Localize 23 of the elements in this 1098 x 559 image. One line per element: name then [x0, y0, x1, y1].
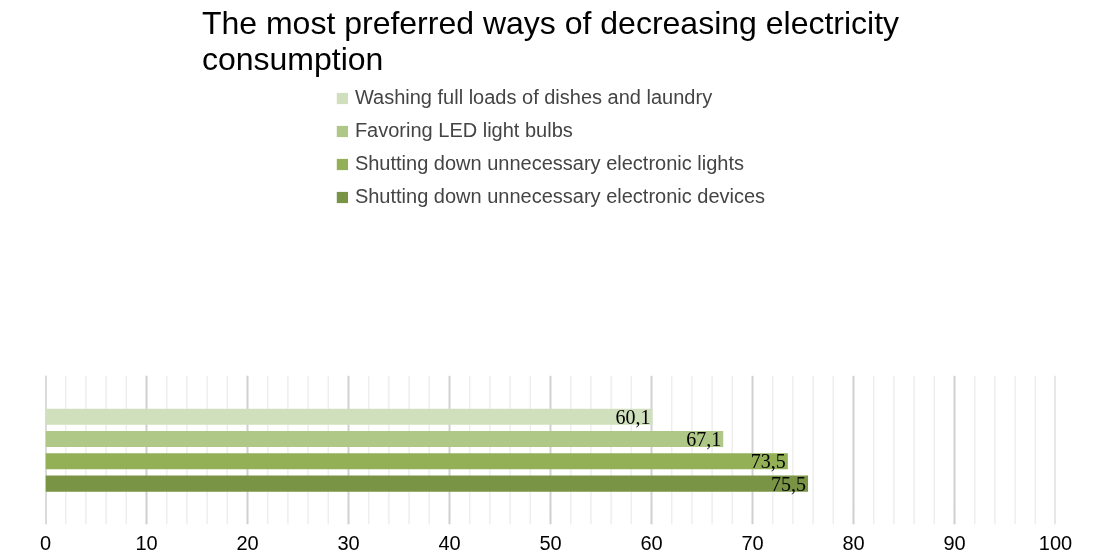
x-tick-label: 80 [842, 531, 865, 554]
bar [45, 475, 809, 492]
chart-title: The most preferred ways of decreasing electricity consumption [201, 4, 900, 77]
x-tick-label: 50 [539, 531, 562, 554]
data-label: 73,5 [750, 450, 786, 473]
x-tick-label: 70 [741, 531, 764, 554]
x-tick-label: 0 [39, 531, 52, 554]
legend-label: Shutting down unnecessary electronic devices [354, 185, 766, 208]
bar [45, 430, 724, 448]
legend-label: Favoring LED light bulbs [354, 119, 573, 142]
data-label: 75,5 [771, 472, 807, 495]
data-label: 60,1 [615, 405, 651, 428]
x-tick-label: 10 [135, 531, 158, 554]
legend-label: Washing full loads of dishes and laundry [354, 86, 713, 109]
x-tick-label: 60 [640, 531, 663, 554]
data-label: 67,1 [686, 428, 722, 451]
legend-label: Shutting down unnecessary electronic lights [354, 152, 745, 175]
x-tick-label: 90 [943, 531, 966, 554]
x-tick-label: 20 [236, 531, 259, 554]
x-tick-label: 100 [1038, 531, 1073, 554]
x-tick-label: 40 [438, 531, 461, 554]
x-tick-label: 30 [337, 531, 360, 554]
bar [45, 453, 788, 470]
